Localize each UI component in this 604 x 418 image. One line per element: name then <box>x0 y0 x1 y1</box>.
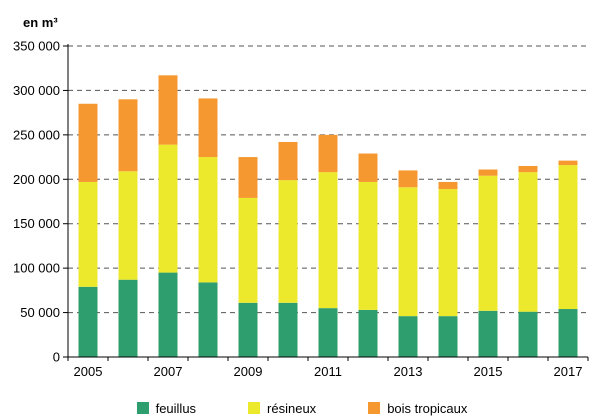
bar-segment <box>558 160 578 166</box>
bar-segment <box>198 282 218 357</box>
bar-segment <box>358 153 378 182</box>
legend-label: feuillus <box>155 400 197 416</box>
y-tick-label: 100 000 <box>13 261 60 276</box>
legend-swatch <box>368 402 381 414</box>
axes <box>67 44 589 361</box>
bar-segment <box>478 175 498 311</box>
bar-segment <box>518 172 538 312</box>
bar-segment <box>318 172 338 309</box>
bar-segment <box>158 272 178 357</box>
legend-item: résineux <box>248 401 316 416</box>
bar-segment <box>398 187 418 317</box>
y-tick-label: 50 000 <box>20 305 60 320</box>
y-tick-labels: 0 50 000 100 000 150 000 200 000 250 000 300 0… <box>13 39 60 365</box>
gridlines <box>63 45 588 358</box>
bar-segment <box>78 103 98 182</box>
legend-item: feuillus <box>136 400 197 416</box>
y-tick-label: 350 000 <box>13 39 60 54</box>
bar-segment <box>238 197 258 303</box>
bar-segment <box>318 308 338 357</box>
y-tick-label: 300 000 <box>13 83 60 98</box>
legend-swatch <box>248 402 261 414</box>
bar-segment <box>438 316 458 357</box>
legend-item: bois tropicaux <box>368 401 467 416</box>
legend-label: bois tropicaux <box>387 400 468 416</box>
bar-segment <box>278 180 298 303</box>
bar-segment <box>398 316 418 357</box>
bar-segment <box>558 309 578 357</box>
bar-segment <box>518 311 538 357</box>
stacked-bar-chart: en m³ 0 50 000 100 000 150 000 200 000 250 00… <box>13 15 589 379</box>
bar-segment <box>198 157 218 283</box>
bar-segment <box>278 141 298 181</box>
x-tick-label: 2007 <box>154 364 183 379</box>
bar-segment <box>158 75 178 145</box>
x-tick-label: 2013 <box>394 364 423 379</box>
bar-segment <box>358 309 378 357</box>
bar-segment <box>438 189 458 317</box>
bar-segment <box>78 181 98 287</box>
y-tick-label: 250 000 <box>13 127 60 142</box>
bar-segment <box>118 171 138 280</box>
y-tick-label: 200 000 <box>13 172 60 187</box>
bar-segment <box>518 165 538 173</box>
y-unit-label: en m³ <box>23 15 58 30</box>
bar-segment <box>278 302 298 357</box>
bar-segment <box>118 279 138 357</box>
bar-segment <box>78 286 98 357</box>
bar-segment <box>558 165 578 310</box>
bar-segment <box>198 98 218 158</box>
y-tick-label: 0 <box>53 350 60 365</box>
bar-segment <box>118 99 138 172</box>
legend-swatch <box>136 402 149 414</box>
bar-segment <box>478 310 498 357</box>
bar-segment <box>158 144 178 273</box>
bar-segment <box>478 169 498 176</box>
bars <box>78 75 578 357</box>
bar-segment <box>438 181 458 190</box>
x-tick-label: 2009 <box>234 364 263 379</box>
bar-segment <box>358 181 378 310</box>
bar-segment <box>238 157 258 198</box>
x-tick-label: 2011 <box>314 364 342 379</box>
bar-segment <box>238 302 258 357</box>
legend-label: résineux <box>267 400 317 416</box>
bar-segment <box>318 134 338 173</box>
bar-segment <box>398 170 418 188</box>
x-tick-label: 2005 <box>74 364 103 379</box>
legend: feuillus résineux bois tropicaux <box>0 398 604 418</box>
y-tick-label: 150 000 <box>13 216 60 231</box>
x-tick-labels: 2005 2007 2009 2011 2013 2015 2017 <box>74 364 583 379</box>
x-tick-label: 2017 <box>554 364 583 379</box>
x-tick-label: 2015 <box>474 364 503 379</box>
